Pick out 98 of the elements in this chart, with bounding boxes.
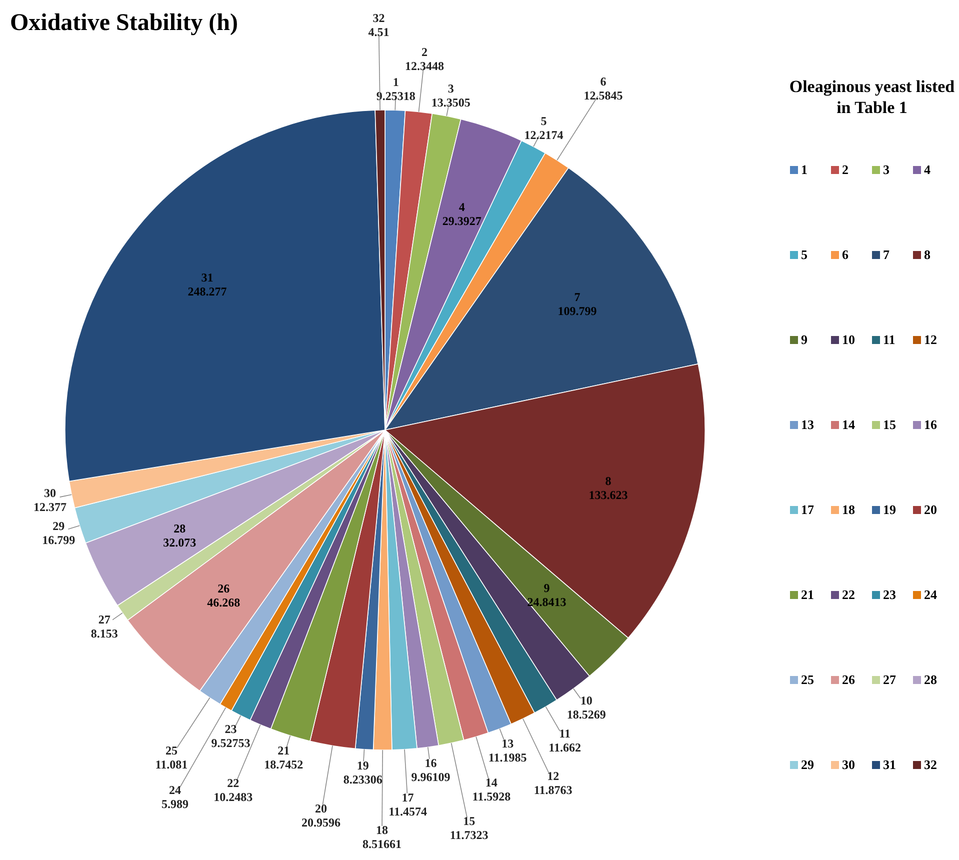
legend-label: 1 [801,162,808,177]
legend-label: 25 [801,672,814,687]
data-label: 5.989 [161,797,188,812]
slice-label: 22 [227,776,240,790]
slice-label: 9 [544,581,550,596]
slice-label: 13 [502,736,514,750]
data-label: 12.2174 [524,128,564,142]
data-label: 11.1985 [488,750,527,764]
slice-label: 15 [463,814,476,828]
slice-label: 8 [605,474,612,488]
data-label: 8.51661 [362,836,402,851]
data-label: 18.5269 [566,707,606,722]
slice-label: 16 [424,756,437,770]
data-label: 20.9596 [302,816,341,830]
legend-label: 22 [842,587,855,602]
legend-label: 10 [842,332,855,347]
legend-label: 31 [883,757,896,772]
legend-label: 19 [883,502,896,517]
legend-label: 4 [924,162,931,177]
data-label: 29.3927 [442,214,482,228]
data-label: 11.662 [548,740,581,755]
data-label: 11.081 [155,757,188,772]
slice-label: 12 [547,768,560,783]
legend-label: 26 [842,672,856,687]
data-label: 109.799 [558,304,597,318]
slice-label: 28 [174,521,186,536]
legend-label: 23 [883,587,896,602]
data-label: 10.2483 [214,790,253,804]
slice-label: 10 [580,693,592,708]
slice-label: 23 [224,722,237,736]
legend-label: 16 [924,417,938,432]
data-label: 11.7323 [450,828,488,842]
slice-label: 2 [421,45,428,60]
slice-label: 20 [315,802,328,816]
data-label: 9.96109 [411,770,450,784]
data-label: 11.8763 [534,782,572,797]
slice-label: 19 [356,758,369,772]
data-label: 11.5928 [472,790,511,804]
legend-label: 20 [924,502,937,517]
legend-label: 13 [801,417,814,432]
legend-label: 18 [842,502,856,517]
data-label: 18.7452 [264,758,304,772]
data-label: 4.51 [368,25,390,40]
slice-label: 21 [278,744,290,758]
legend-label: 5 [801,247,808,262]
slice-label: 30 [44,486,56,500]
data-label: 16.799 [42,533,76,548]
legend-label: 7 [883,247,890,262]
legend-label: 9 [801,332,808,347]
data-label: 248.277 [188,284,227,298]
data-label: 8.23306 [343,772,382,786]
slice-label: 17 [402,790,414,804]
slice-label: 4 [458,200,465,214]
slice-label: 26 [218,581,230,596]
slice-label: 14 [485,776,498,790]
data-label: 9.25318 [376,89,416,104]
legend-label: 12 [924,332,937,347]
data-label: 133.623 [588,488,628,502]
slice-label: 1 [392,75,399,90]
data-label: 12.377 [34,500,67,514]
data-label: 9.52753 [211,736,250,750]
legend-label: 21 [801,587,814,602]
chart-title: Oxidative Stability (h) [10,10,238,36]
legend-label: 17 [801,502,814,517]
slice-label: 11 [559,726,570,741]
legend-label: 32 [924,757,937,772]
legend-label: 6 [842,247,849,262]
legend-label: 14 [842,417,856,432]
slice-label: 24 [168,783,181,798]
legend-label: 27 [883,672,896,687]
slice-label: 25 [165,743,178,758]
legend-label: 11 [883,332,896,347]
legend-title: Oleaginous yeast listed in Table 1 [789,77,956,117]
data-label: 13.3505 [431,95,470,110]
legend-label: 30 [842,757,855,772]
data-label: 11.4574 [388,804,427,818]
slice-label: 29 [52,519,65,534]
data-label: 12.3448 [404,59,444,74]
legend-label: 29 [801,757,814,772]
data-label: 8.153 [90,626,118,640]
slice-label: 7 [574,290,580,304]
slice-label: 32 [372,11,385,26]
slice-label: 3 [448,81,454,96]
legend-label: 8 [924,247,931,262]
data-label: 46.268 [207,595,240,610]
slice-label: 5 [540,114,547,128]
slice-label: 31 [201,270,214,284]
data-label: 32.073 [163,535,196,550]
legend-label: 15 [883,417,896,432]
slice-label: 27 [98,612,110,626]
slice-label: 6 [600,74,606,89]
legend-label: 24 [924,587,938,602]
legend-label: 28 [924,672,938,687]
data-label: 24.8413 [527,595,566,610]
slice-label: 18 [376,822,388,837]
legend-label: 3 [883,162,890,177]
legend-label: 2 [842,162,848,177]
data-label: 12.5845 [584,88,623,103]
